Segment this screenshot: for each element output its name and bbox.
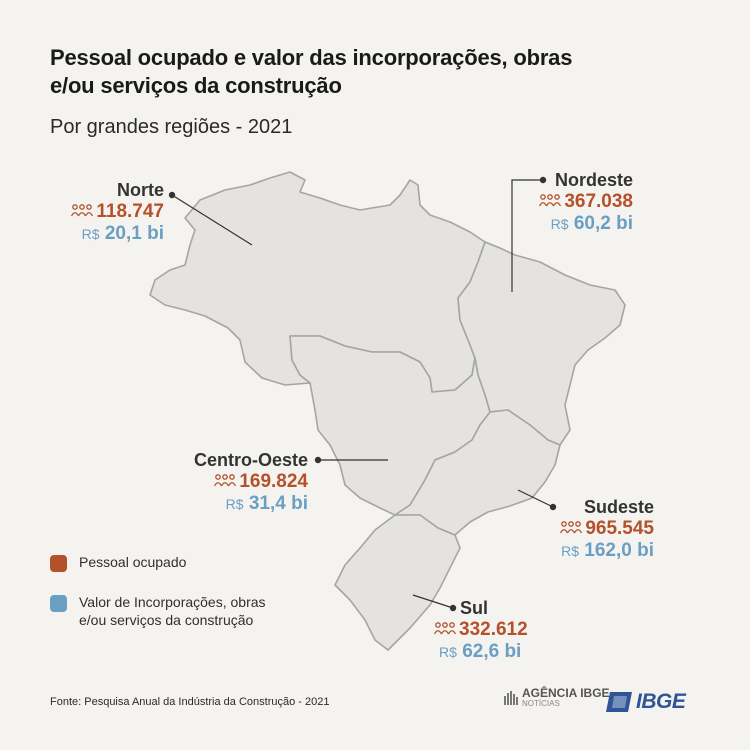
construction-value: R$ 62,6 bi <box>433 641 528 663</box>
people-value: 169.824 <box>239 471 308 492</box>
value-amount: 60,2 bi <box>573 213 633 234</box>
region-label-sudeste: Sudeste 965.545 R$ 162,0 bi <box>559 497 654 562</box>
region-name: Sudeste <box>583 497 654 517</box>
region-name: Norte <box>116 180 164 200</box>
region-label-sul: Sul 332.612 R$ 62,6 bi <box>433 598 528 663</box>
leader-centro-oeste <box>314 456 388 464</box>
agencia-logo-icon <box>504 691 518 705</box>
leader-sul <box>412 594 457 612</box>
people-icon <box>560 521 583 534</box>
ibge-flag-icon <box>606 692 632 712</box>
currency-label: R$ <box>81 226 100 242</box>
region-name: Nordeste <box>554 170 633 190</box>
people-value: 332.612 <box>459 619 528 640</box>
region-name: Centro-Oeste <box>193 450 308 470</box>
region-label-centro-oeste: Centro-Oeste 169.824 R$ 31,4 bi <box>194 450 308 515</box>
people-icon <box>433 622 457 635</box>
value-amount: 162,0 bi <box>584 540 654 561</box>
region-sudeste-shape <box>394 409 561 536</box>
currency-label: R$ <box>561 543 579 559</box>
agencia-title: AGÊNCIA IBGE <box>522 686 610 700</box>
legend-label: Pessoal ocupado <box>79 554 187 570</box>
value-amount: 31,4 bi <box>248 493 308 514</box>
legend-swatch-value <box>50 595 67 612</box>
currency-label: R$ <box>225 496 244 512</box>
region-label-norte: Norte 118.747 R$ 20,1 bi <box>70 180 164 245</box>
people-employed: 169.824 <box>194 471 308 493</box>
page-title: Pessoal ocupado e valor das incorporaçõe… <box>50 45 573 98</box>
construction-value: R$ 162,0 bi <box>559 540 654 562</box>
people-icon <box>71 204 94 217</box>
legend-label: Valor de Incorporações, obras e/ou servi… <box>79 594 266 628</box>
construction-value: R$ 20,1 bi <box>70 223 164 245</box>
ibge-logo-text: IBGE <box>636 690 686 713</box>
people-value: 118.747 <box>96 201 164 222</box>
leader-sudeste <box>517 489 557 511</box>
value-amount: 62,6 bi <box>462 641 522 662</box>
construction-value: R$ 31,4 bi <box>194 493 308 515</box>
legend-item-people: Pessoal ocupado <box>50 553 279 572</box>
region-nordeste-shape <box>457 241 626 446</box>
region-label-nordeste: Nordeste 367.038 R$ 60,2 bi <box>538 170 633 235</box>
region-centro-oeste-shape <box>289 335 491 516</box>
leader-norte <box>168 191 253 246</box>
people-employed: 118.747 <box>70 201 164 223</box>
leader-nordeste <box>511 176 547 292</box>
agencia-ibge-logo: AGÊNCIA IBGE NOTÍCIAS <box>503 686 610 708</box>
people-employed: 367.038 <box>538 191 633 213</box>
people-value: 965.545 <box>585 518 654 539</box>
source-note: Fonte: Pesquisa Anual da Indústria da Co… <box>50 696 330 708</box>
agencia-subtitle: NOTÍCIAS <box>522 699 560 708</box>
region-name: Sul <box>460 598 489 618</box>
value-amount: 20,1 bi <box>104 223 164 244</box>
people-employed: 332.612 <box>433 619 528 641</box>
legend-item-value: Valor de Incorporações, obras e/ou servi… <box>50 593 269 629</box>
currency-label: R$ <box>550 216 569 232</box>
page-subtitle: Por grandes regiões - 2021 <box>50 116 293 138</box>
region-sul-shape <box>334 514 461 651</box>
people-value: 367.038 <box>564 191 633 212</box>
people-employed: 965.545 <box>559 518 654 540</box>
ibge-logo: IBGE <box>606 690 686 714</box>
legend-swatch-people <box>50 555 67 572</box>
currency-label: R$ <box>439 644 457 660</box>
construction-value: R$ 60,2 bi <box>538 213 633 235</box>
people-icon <box>539 194 562 207</box>
people-icon <box>214 474 237 487</box>
